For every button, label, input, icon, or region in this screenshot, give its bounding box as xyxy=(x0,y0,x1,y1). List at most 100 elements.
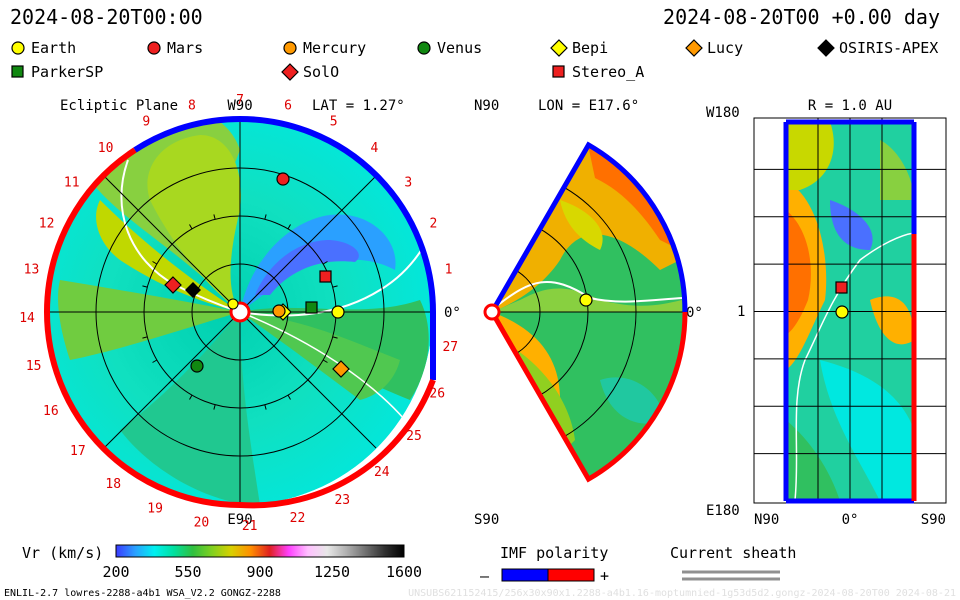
carrington-label: 14 xyxy=(19,311,35,326)
legend-label: Mars xyxy=(167,39,203,57)
ecliptic-panel: Ecliptic Plane LAT = 1.27° W90 E90 0° xyxy=(19,93,461,534)
carrington-label: 20 xyxy=(194,515,210,530)
imf-polarity-key: IMF polarity – + xyxy=(480,544,609,585)
legend-marker-solo xyxy=(281,63,299,81)
orbit-tick xyxy=(189,224,193,230)
legend-marker-mercury xyxy=(283,41,297,55)
legend-marker-mars xyxy=(147,41,161,55)
carrington-label: 22 xyxy=(290,511,306,526)
carrington-label: 8 xyxy=(188,98,196,113)
carrington-label: 27 xyxy=(442,340,458,355)
colorbar-ticks: 200 550 900 1250 1600 xyxy=(102,563,422,581)
meridional-0deg: 0° xyxy=(686,305,703,321)
radial-panel: R = 1.0 AU W180 E180 1 N90 0° S90 xyxy=(706,98,947,528)
carrington-label: 23 xyxy=(334,493,350,508)
orbit-tick xyxy=(322,261,328,265)
legend-marker-bepi xyxy=(550,39,568,57)
colorbar-tick: 900 xyxy=(246,563,273,581)
orbit-tick xyxy=(189,394,193,400)
radial-x-n90: N90 xyxy=(754,512,779,528)
carrington-label: 13 xyxy=(24,263,40,278)
meridional-n90: N90 xyxy=(474,98,499,114)
mercury-marker xyxy=(272,304,286,318)
carrington-label: 4 xyxy=(371,141,379,156)
legend-label: Stereo_A xyxy=(572,63,644,81)
header-right-time: 2024-08-20T00 +0.00 day xyxy=(663,5,940,29)
legend-marker-lucy xyxy=(685,39,703,57)
colorbar: Vr (km/s) 200 550 900 1250 1600 xyxy=(22,544,422,581)
sheath-title: Current sheath xyxy=(670,544,796,562)
colorbar-tick: 550 xyxy=(174,563,201,581)
legend-label: ParkerSP xyxy=(31,63,103,81)
ecliptic-0deg: 0° xyxy=(444,305,461,321)
orbit-tick xyxy=(152,359,158,363)
osiris-apex-marker xyxy=(185,282,201,298)
ecliptic-rim-positive xyxy=(43,147,436,509)
carrington-label: 19 xyxy=(147,501,163,516)
ecliptic-objects xyxy=(164,172,350,378)
parkersp-marker xyxy=(305,301,318,314)
legend-marker-stereo-a xyxy=(552,65,565,78)
carrington-label: 18 xyxy=(105,477,121,492)
bepi-near-sun-marker xyxy=(227,298,239,310)
stereo-a-marker xyxy=(319,270,332,283)
ecliptic-rim-negative-upper xyxy=(133,115,241,153)
legend-label: Mercury xyxy=(303,39,366,57)
meridional-rim-negative xyxy=(489,141,688,314)
carrington-label: 12 xyxy=(39,217,55,232)
colorbar-tick: 1600 xyxy=(386,563,422,581)
legend-label: SolO xyxy=(303,63,339,81)
orbit-tick xyxy=(152,261,158,265)
radial-mid-label: 1 xyxy=(737,304,745,320)
lucy-marker xyxy=(332,360,350,378)
meridional-sun-marker xyxy=(483,303,501,321)
orbit-tick xyxy=(168,240,173,245)
colorbar-gradient xyxy=(115,544,405,558)
ecliptic-w90: W90 xyxy=(227,98,252,114)
orbit-tick xyxy=(264,214,267,220)
radial-title: R = 1.0 AU xyxy=(808,98,892,114)
carrington-label: 17 xyxy=(70,444,86,459)
colorbar-tick: 1250 xyxy=(314,563,350,581)
solo-marker xyxy=(164,276,182,294)
radial-x-s90: S90 xyxy=(921,512,946,528)
imf-plus: + xyxy=(600,567,609,585)
legend-label: OSIRIS-APEX xyxy=(839,39,938,57)
legend-label: Earth xyxy=(31,39,76,57)
legend-marker-osiris-apex xyxy=(817,39,835,57)
radial-x-0deg: 0° xyxy=(842,512,859,528)
legend-label: Venus xyxy=(437,39,482,57)
carrington-label: 2 xyxy=(429,217,437,232)
ecliptic-title: Ecliptic Plane xyxy=(60,98,178,114)
imf-negative-swatch xyxy=(501,568,549,582)
venus-marker xyxy=(190,359,204,373)
imf-minus: – xyxy=(480,567,490,585)
imf-positive-swatch xyxy=(547,568,595,582)
mars-marker xyxy=(276,172,290,186)
legend-marker-parkersp xyxy=(11,65,24,78)
colorbar-tick: 200 xyxy=(102,563,129,581)
ecliptic-speed-map xyxy=(47,119,433,505)
ecliptic-rim-negative xyxy=(239,116,436,380)
carrington-label: 24 xyxy=(374,465,390,480)
legend-label: Bepi xyxy=(572,39,608,57)
orbit-tick xyxy=(142,285,148,288)
radial-e180: E180 xyxy=(706,503,740,519)
orbit-tick xyxy=(287,394,291,400)
meridional-lon: LON = E17.6° xyxy=(538,98,639,114)
orbit-tick xyxy=(307,379,312,384)
radial-stereo-a-marker xyxy=(835,281,848,294)
colorbar-label: Vr (km/s) xyxy=(22,544,103,562)
ecliptic-e90: E90 xyxy=(227,512,252,528)
orbit-tick xyxy=(307,240,312,245)
footer-right: UNSUBS621152415/256x30x90x1.2288-a4b1.16… xyxy=(408,588,956,599)
footer-left: ENLIL-2.7 lowres-2288-a4b1 WSA_V2.2 GONG… xyxy=(4,588,281,599)
legend-label: Lucy xyxy=(707,39,743,57)
carrington-label: 26 xyxy=(429,386,445,401)
meridional-earth-marker xyxy=(579,293,593,307)
meridional-s90: S90 xyxy=(474,512,499,528)
carrington-label: 9 xyxy=(142,115,150,130)
orbit-tick xyxy=(322,359,328,363)
